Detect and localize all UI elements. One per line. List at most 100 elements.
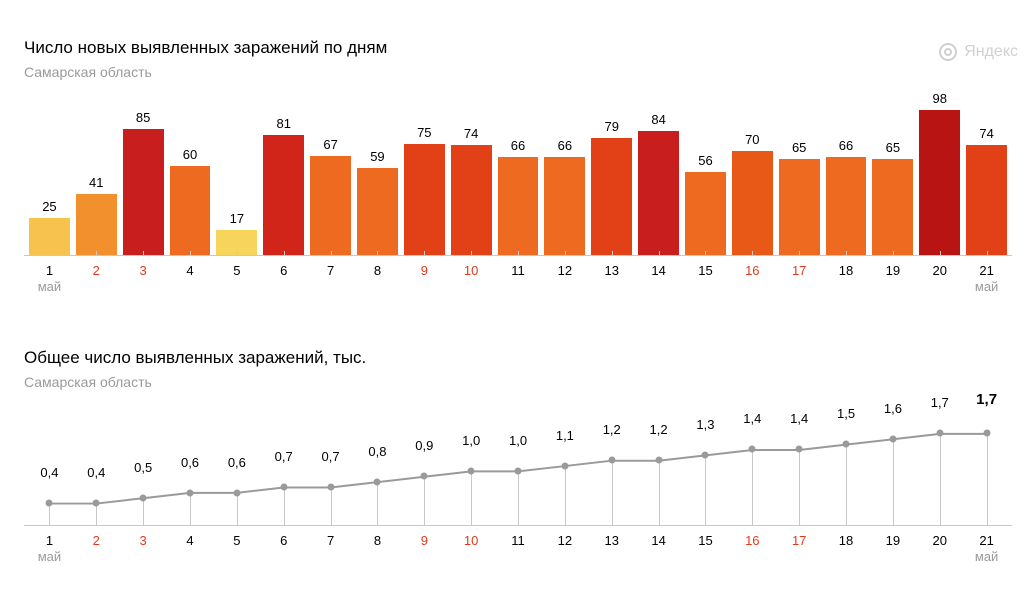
x-tick: 2	[73, 534, 120, 564]
line-dot	[655, 457, 662, 464]
line-point-column: 0,4	[73, 396, 120, 525]
line-dot	[280, 484, 287, 491]
line-value-label: 0,4	[40, 465, 58, 484]
x-tick: 19	[869, 264, 916, 294]
bar	[498, 157, 539, 255]
line-dot	[93, 500, 100, 507]
line-stem	[799, 449, 800, 525]
line-point-column: 1,5	[823, 396, 870, 525]
bar-value-label: 67	[323, 137, 337, 152]
line-dot	[468, 468, 475, 475]
line-dot	[233, 489, 240, 496]
line-stem	[565, 466, 566, 525]
line-stem	[705, 455, 706, 525]
line-stem	[893, 439, 894, 525]
x-tick-day: 3	[140, 534, 147, 547]
bar	[966, 145, 1007, 255]
bar	[123, 129, 164, 255]
line-point-column: 0,6	[167, 396, 214, 525]
x-tick: 8	[354, 264, 401, 294]
line-stem	[424, 476, 425, 525]
bar-value-label: 65	[886, 140, 900, 155]
line-value-label: 0,4	[87, 465, 105, 484]
line-value-label: 1,2	[603, 422, 621, 441]
x-tick-day: 13	[605, 264, 619, 277]
bar	[357, 168, 398, 255]
x-tick-day: 19	[886, 534, 900, 547]
bar-column: 70	[729, 132, 776, 255]
line-dot	[187, 489, 194, 496]
bar	[310, 156, 351, 255]
line-dot	[796, 446, 803, 453]
x-tick: 7	[307, 534, 354, 564]
line-value-label: 1,4	[743, 411, 761, 430]
x-tick-day: 6	[280, 264, 287, 277]
bar-column: 59	[354, 149, 401, 255]
bar-column: 67	[307, 137, 354, 255]
x-tick-day: 5	[233, 534, 240, 547]
x-tick-day: 7	[327, 264, 334, 277]
bar-value-label: 85	[136, 110, 150, 125]
line-stem	[659, 460, 660, 525]
x-tick-month: май	[38, 279, 61, 294]
x-tick: 14	[635, 264, 682, 294]
bar-value-label: 98	[933, 91, 947, 106]
line-point-column: 1,2	[588, 396, 635, 525]
bar	[170, 166, 211, 255]
x-tick-day: 18	[839, 264, 853, 277]
x-tick-month: май	[975, 549, 998, 564]
line-value-label: 0,7	[275, 449, 293, 468]
line-stem	[612, 460, 613, 525]
bar	[685, 172, 726, 255]
line-dot	[374, 478, 381, 485]
line-stem	[846, 444, 847, 525]
bar-value-label: 60	[183, 147, 197, 162]
x-tick-day: 11	[511, 534, 525, 547]
x-tick: 1май	[26, 534, 73, 564]
bar	[404, 144, 445, 255]
x-tick: 18	[823, 264, 870, 294]
line-value-label: 1,0	[462, 433, 480, 452]
x-tick: 3	[120, 264, 167, 294]
bar-column: 56	[682, 153, 729, 255]
bar-chart-x-axis: 1май23456789101112131415161718192021май	[24, 264, 1012, 294]
line-point-column: 1,3	[682, 396, 729, 525]
x-tick-day: 20	[933, 264, 947, 277]
x-tick-day: 1	[46, 264, 53, 277]
x-tick: 10	[448, 534, 495, 564]
x-tick: 4	[167, 534, 214, 564]
x-tick-day: 16	[745, 534, 759, 547]
line-value-label: 1,7	[976, 391, 997, 412]
line-point-column: 1,7	[916, 396, 963, 525]
bar-value-label: 66	[511, 138, 525, 153]
x-tick: 1 май	[26, 264, 73, 294]
bar-column: 75	[401, 125, 448, 255]
bar-value-label: 65	[792, 140, 806, 155]
bar-column: 74	[448, 126, 495, 255]
bar	[29, 218, 70, 255]
line-stem	[471, 471, 472, 525]
line-chart-plot: 0,40,40,50,60,60,70,70,80,91,01,01,11,21…	[24, 396, 1012, 526]
x-tick-day: 14	[651, 534, 665, 547]
line-value-label: 1,3	[696, 417, 714, 436]
x-tick-day: 10	[464, 264, 478, 277]
bar	[591, 138, 632, 255]
x-tick: 19	[869, 534, 916, 564]
line-point-column: 0,7	[260, 396, 307, 525]
line-point-column: 1,7	[963, 396, 1010, 525]
line-dot	[421, 473, 428, 480]
bar	[779, 159, 820, 255]
x-tick: 6	[260, 534, 307, 564]
x-tick: 17	[776, 264, 823, 294]
x-tick: 13	[588, 534, 635, 564]
x-tick: 9	[401, 534, 448, 564]
x-tick-day: 2	[93, 534, 100, 547]
x-tick: 12	[541, 264, 588, 294]
x-tick: 5	[213, 264, 260, 294]
x-tick: 20	[916, 264, 963, 294]
line-value-label: 0,7	[322, 449, 340, 468]
line-dot	[327, 484, 334, 491]
x-tick: 5	[213, 534, 260, 564]
line-stem	[940, 433, 941, 525]
line-value-label: 0,6	[228, 455, 246, 474]
